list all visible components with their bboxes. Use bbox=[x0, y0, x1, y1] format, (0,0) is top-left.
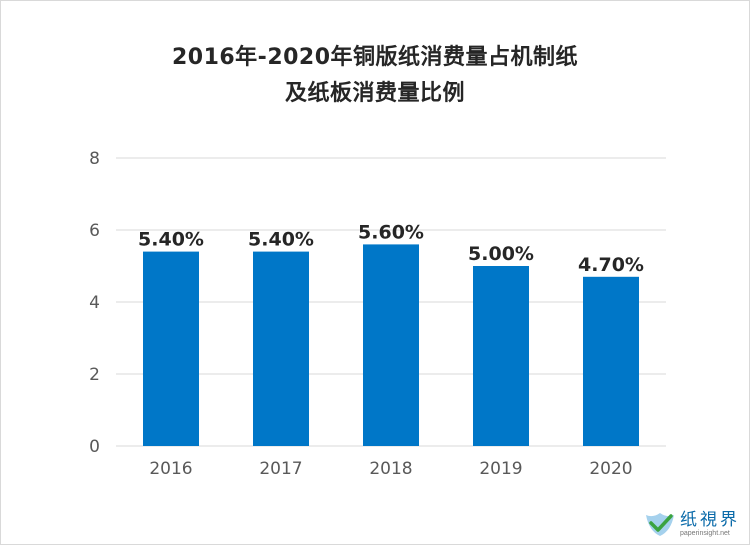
logo-text-cn: 纸視界 bbox=[680, 509, 740, 530]
data-label: 5.40% bbox=[248, 229, 314, 251]
y-tick-label: 4 bbox=[89, 293, 100, 313]
data-label: 4.70% bbox=[578, 254, 644, 276]
site-logo: 纸視界 paperinsight.net bbox=[643, 509, 740, 539]
y-tick-label: 6 bbox=[89, 221, 100, 241]
bar-2017 bbox=[253, 251, 309, 446]
x-tick-label: 2017 bbox=[259, 459, 302, 479]
bar-2018 bbox=[363, 244, 419, 446]
x-tick-label: 2019 bbox=[479, 459, 522, 479]
x-tick-label: 2020 bbox=[589, 459, 632, 479]
chart-title-line-2: 及纸板消费量比例 bbox=[284, 81, 465, 106]
bar-2019 bbox=[473, 266, 529, 446]
y-tick-label: 0 bbox=[89, 437, 100, 457]
data-label: 5.40% bbox=[138, 229, 204, 251]
check-leaf-icon bbox=[646, 513, 674, 536]
y-tick-label: 2 bbox=[89, 365, 100, 385]
bar-2020 bbox=[583, 276, 639, 446]
data-label: 5.00% bbox=[468, 243, 534, 265]
chart-title-line-1: 2016年-2020年铜版纸消费量占机制纸 bbox=[171, 45, 579, 70]
data-label: 5.60% bbox=[358, 221, 424, 243]
y-tick-label: 8 bbox=[89, 149, 100, 169]
chart-title: 2016年-2020年铜版纸消费量占机制纸 及纸板消费量比例 bbox=[0, 40, 750, 112]
x-tick-label: 2016 bbox=[149, 459, 192, 479]
bar-2016 bbox=[143, 251, 199, 446]
logo-text-en: paperinsight.net bbox=[680, 529, 730, 537]
x-tick-label: 2018 bbox=[369, 459, 412, 479]
